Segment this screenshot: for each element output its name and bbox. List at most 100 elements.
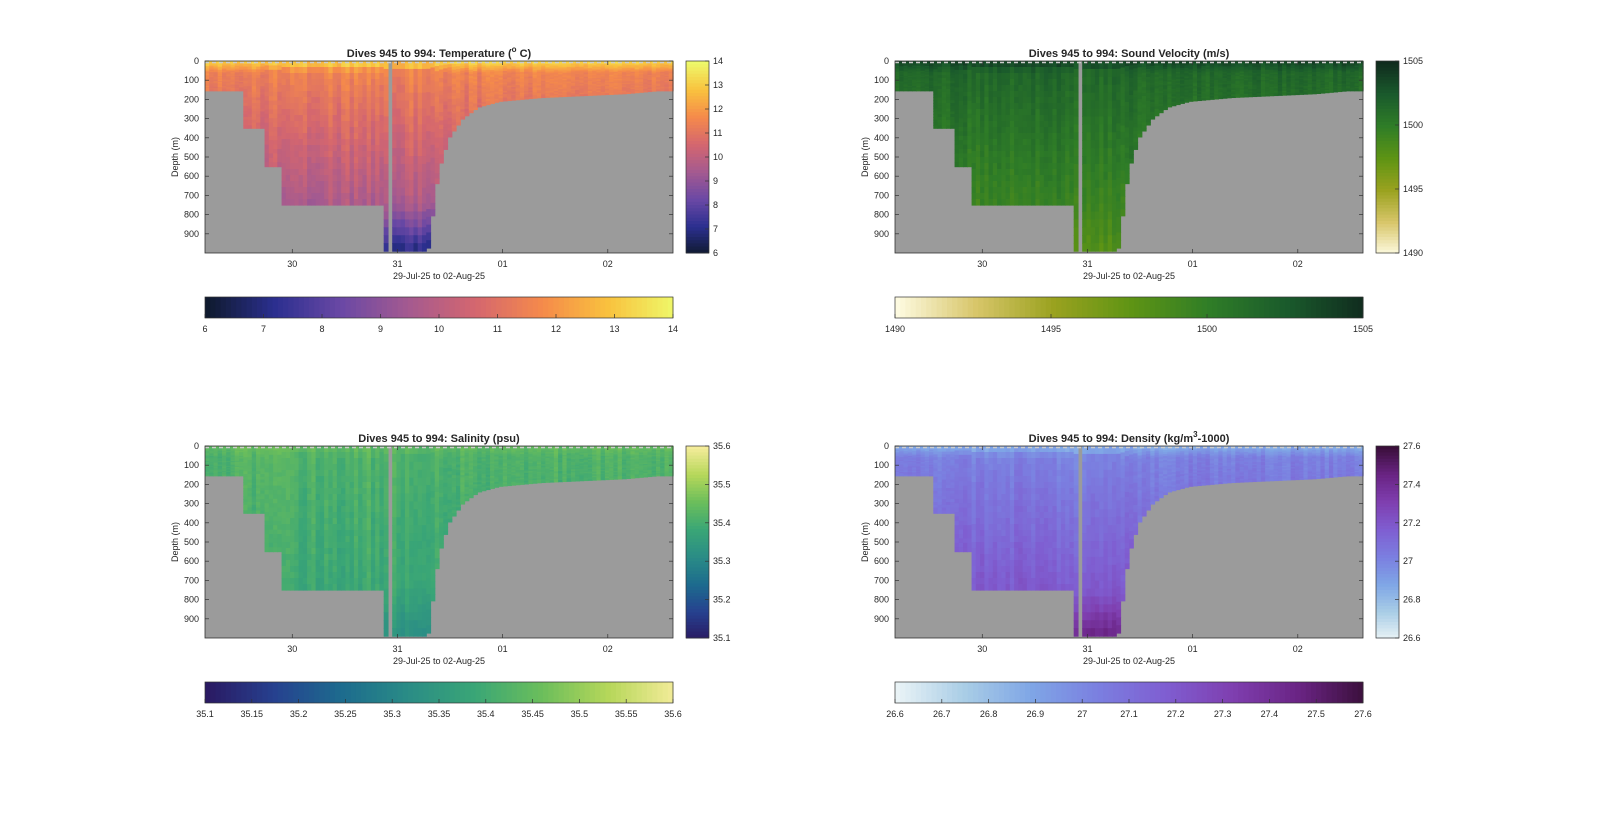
- data-cell: [349, 151, 355, 158]
- data-cell: [477, 66, 483, 70]
- data-cell: [967, 131, 973, 137]
- data-cell: [1265, 94, 1270, 97]
- data-cell: [473, 71, 478, 74]
- data-cell: [975, 67, 981, 74]
- data-cell: [651, 89, 657, 92]
- data-cell: [1146, 95, 1151, 99]
- data-cell: [532, 62, 538, 65]
- colorbar-swatch: [686, 77, 709, 81]
- data-cell: [954, 131, 960, 137]
- data-cell: [349, 67, 355, 74]
- data-cell: [307, 187, 312, 194]
- data-cell: [941, 75, 947, 79]
- data-cell: [1099, 227, 1105, 236]
- data-cell: [315, 109, 321, 116]
- data-cell: [222, 70, 227, 73]
- colorbar-swatch: [257, 297, 263, 318]
- data-cell: [1252, 83, 1258, 86]
- data-cell: [447, 114, 453, 119]
- data-cell: [447, 130, 453, 135]
- data-cell: [234, 72, 240, 74]
- data-cell: [1018, 169, 1024, 176]
- data-cell: [532, 73, 538, 76]
- colorbar-swatch: [647, 297, 653, 318]
- data-cell: [895, 83, 900, 86]
- data-cell: [222, 82, 227, 84]
- data-cell: [1090, 203, 1096, 213]
- data-cell: [1197, 82, 1202, 85]
- data-cell: [613, 66, 619, 69]
- data-cell: [1060, 115, 1066, 122]
- data-cell: [1252, 75, 1258, 78]
- data-cell: [494, 62, 500, 66]
- data-cell: [937, 125, 943, 129]
- data-cell: [638, 63, 644, 66]
- data-cell: [281, 157, 287, 164]
- data-cell: [400, 148, 406, 157]
- data-cell: [1205, 67, 1211, 70]
- data-cell: [1107, 68, 1113, 78]
- data-cell: [1265, 88, 1270, 91]
- data-cell: [596, 80, 602, 83]
- data-cell: [273, 122, 278, 128]
- data-cell: [1197, 65, 1202, 69]
- data-cell: [541, 76, 546, 79]
- data-cell: [1009, 181, 1015, 188]
- data-cell: [651, 69, 657, 72]
- data-cell: [617, 91, 623, 94]
- data-cell: [903, 64, 909, 67]
- data-cell: [613, 72, 619, 75]
- data-cell: [1133, 97, 1139, 103]
- data-cell: [984, 73, 990, 80]
- data-cell: [1226, 80, 1232, 84]
- data-cell: [937, 122, 943, 126]
- colorbar-swatch: [548, 297, 554, 318]
- data-cell: [596, 93, 602, 96]
- data-cell: [997, 175, 1002, 182]
- data-cell: [613, 85, 619, 88]
- data-cell: [1107, 148, 1113, 157]
- data-cell: [1082, 68, 1088, 78]
- colorbar-tick-label: 7: [713, 224, 718, 234]
- data-cell: [1184, 93, 1190, 96]
- data-cell: [1005, 97, 1011, 104]
- data-cell: [1256, 78, 1262, 81]
- data-cell: [1256, 90, 1262, 93]
- data-cell: [651, 87, 657, 90]
- data-cell: [1001, 181, 1007, 188]
- data-cell: [349, 157, 355, 164]
- colorbar-swatch: [686, 157, 709, 161]
- data-cell: [963, 87, 968, 93]
- data-cell: [1129, 111, 1134, 117]
- data-cell: [1094, 235, 1100, 244]
- data-cell: [1252, 80, 1258, 83]
- data-cell: [524, 78, 529, 81]
- data-cell: [507, 75, 512, 79]
- data-cell: [1184, 100, 1190, 103]
- colorbar-swatch: [215, 297, 222, 318]
- data-cell: [1022, 151, 1028, 158]
- data-cell: [456, 71, 461, 75]
- chart-title: Dives 945 to 994: Temperature (o C): [347, 45, 532, 60]
- data-cell: [1248, 81, 1253, 84]
- data-cell: [319, 97, 325, 104]
- data-cell: [256, 94, 261, 98]
- data-cell: [1111, 195, 1117, 205]
- data-cell: [1103, 92, 1109, 102]
- data-cell: [950, 105, 956, 110]
- data-cell: [634, 71, 640, 74]
- data-cell: [507, 67, 512, 70]
- data-cell: [950, 86, 956, 90]
- data-cell: [426, 240, 432, 249]
- data-cell: [1099, 68, 1105, 78]
- data-cell: [579, 65, 585, 68]
- data-cell: [1218, 73, 1224, 76]
- data-cell: [1252, 89, 1258, 92]
- data-cell: [1201, 82, 1207, 85]
- data-cell: [626, 63, 632, 66]
- data-cell: [277, 100, 283, 106]
- data-cell: [1090, 140, 1096, 149]
- data-cell: [498, 86, 504, 89]
- data-cell: [587, 90, 593, 94]
- data-cell: [413, 211, 419, 220]
